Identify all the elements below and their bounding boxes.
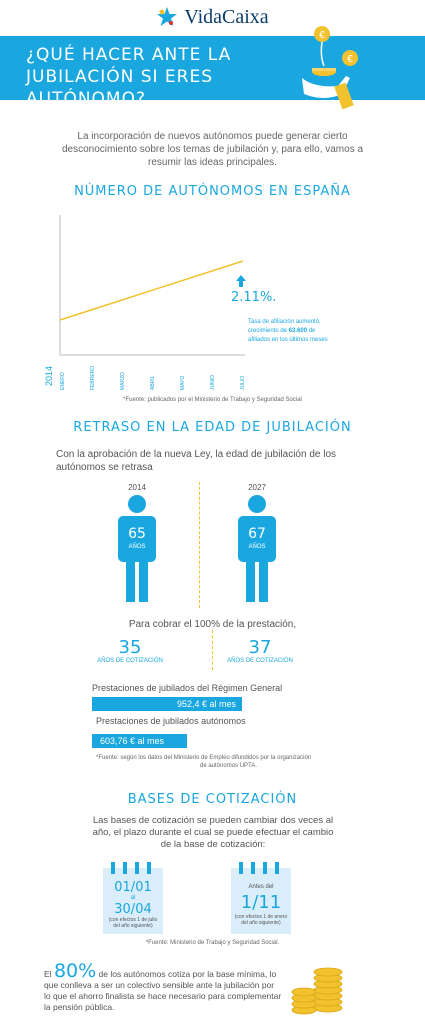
cal1-al: al <box>130 895 136 901</box>
coin-stack-icon <box>291 967 343 1015</box>
header-banner <box>0 36 425 100</box>
source-note-2: *Fuente: según los datos del Ministerio … <box>96 755 312 769</box>
age-2027: 67 <box>248 526 266 542</box>
footer-percentage: 80% <box>53 960 97 982</box>
year-2027-label: 2027 <box>248 483 266 492</box>
divider <box>199 482 200 608</box>
divider <box>212 630 213 670</box>
intro-text: La incorporación de nuevos autónomos pue… <box>61 131 364 168</box>
page-title: ¿QUÉ HACER ANTE LA JUBILACIÓN SI ERES AU… <box>26 45 232 109</box>
year-2014-label: 2014 <box>128 483 146 492</box>
autonomos-bar: 603,76 € al mes <box>92 734 187 748</box>
age-2014: 65 <box>128 526 146 542</box>
calendar-card-2 <box>231 868 291 934</box>
x-tick-label: MAYO <box>180 375 186 390</box>
cotizacion-years-b: 37 <box>248 637 272 658</box>
calendar-icon <box>111 862 151 874</box>
chart-x-axis: ENERO FEBRERO MARZO ABRIL MAYO JUNIO JULIO <box>60 356 250 392</box>
cotizacion-label-a: AÑOS DE COTIZACIÓN <box>97 658 163 664</box>
x-tick-label: JUNIO <box>210 375 216 390</box>
growth-note: Tasa de afiliación aumentó, crecimiento … <box>248 319 328 343</box>
line-chart <box>59 215 245 356</box>
cal1-from: 01/01 <box>114 880 152 895</box>
age-unit-2014: AÑOS <box>128 544 146 550</box>
source-note-1: *Fuente: publicados por el Ministerio de… <box>123 397 302 403</box>
general-label: Prestaciones de jubilados del Régimen Ge… <box>92 683 283 693</box>
arrow-up-icon <box>236 275 246 287</box>
general-bar: 952,4 € al mes <box>92 697 242 711</box>
cal2-note: (con efectos 1 de enero del año siguient… <box>234 914 288 926</box>
person-icon <box>238 495 276 602</box>
svg-text:€: € <box>347 54 353 65</box>
growth-annotation: 2.11%. <box>231 290 277 305</box>
cal1-to: 30/04 <box>114 902 152 917</box>
calendar-icon <box>239 862 279 874</box>
cal2-date: 1/11 <box>240 892 282 913</box>
star-icon <box>157 7 178 26</box>
section-title-bases: BASES DE COTIZACIÓN <box>127 792 298 807</box>
cal2-pre: Antes del <box>248 884 274 890</box>
x-tick-label: ENERO <box>60 372 66 390</box>
x-tick-label: FEBRERO <box>90 365 96 390</box>
x-tick-label: MARZO <box>120 371 126 390</box>
source-note-3: *Fuente: Ministerio de Trabajo y Segurid… <box>145 940 280 946</box>
coin-icon <box>314 26 330 42</box>
cal1-note: (con efectos 1 de julio del año siguient… <box>108 917 158 929</box>
autonomos-label: Prestaciones de jubilados autónomos <box>96 716 246 726</box>
brand-logo: VidaCaixa <box>0 4 425 30</box>
cotizacion-label-b: AÑOS DE COTIZACIÓN <box>227 658 293 664</box>
person-icon <box>118 495 156 602</box>
hand-icon: € € <box>302 26 358 110</box>
cobrar-text: Para cobrar el 100% de la prestación, <box>128 619 297 630</box>
section-title-autonomos: NÚMERO DE AUTÓNOMOS EN ESPAÑA <box>74 184 351 199</box>
svg-text:€: € <box>319 30 325 41</box>
cotizacion-years-a: 35 <box>118 637 142 658</box>
calendar-card-1 <box>103 868 163 934</box>
brand-name: VidaCaixa <box>184 5 269 28</box>
bases-text: Las bases de cotización se pueden cambia… <box>92 815 334 850</box>
x-tick-label: JULIO <box>240 375 246 390</box>
section-title-retraso: RETRASO EN LA EDAD DE JUBILACIÓN <box>73 420 352 435</box>
chart-series-line <box>59 260 244 321</box>
retraso-subtitle: Con la aprobación de la nueva Ley, la ed… <box>56 449 337 473</box>
x-tick-label: ABRIL <box>150 375 156 390</box>
footer-text: El 80% de los autónomos cotiza por la ba… <box>44 960 282 1013</box>
age-unit-2027: AÑOS <box>248 544 266 550</box>
